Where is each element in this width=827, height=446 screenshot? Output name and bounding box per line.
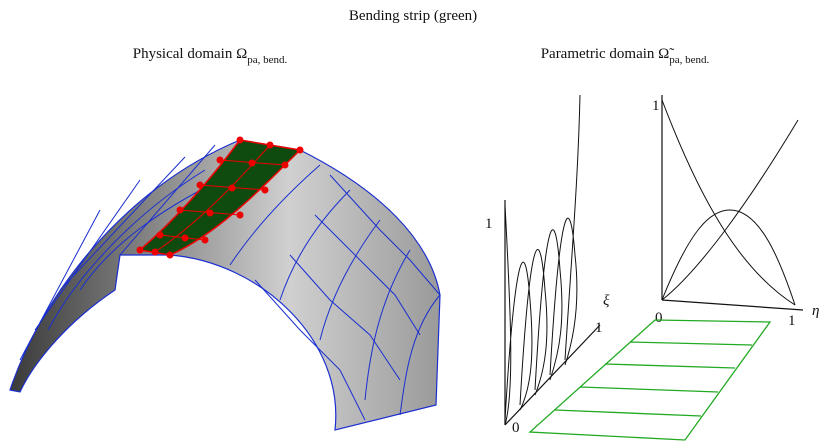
eta-plot: 1 0 1 η xyxy=(652,95,819,329)
axis-label: η xyxy=(812,303,819,319)
caption-text: Physical domain Ω xyxy=(133,46,247,62)
parametric-caption: Parametric domain Ω̃pa, bend. xyxy=(541,46,710,66)
tick-label: 0 xyxy=(512,420,520,436)
figure: Bending strip (green) Physical domain Ωp… xyxy=(0,0,827,446)
tick-label: 1 xyxy=(485,216,493,232)
figure-title: Bending strip (green) xyxy=(349,8,477,24)
caption-subscript: pa, bend. xyxy=(247,54,287,66)
tick-label: 1 xyxy=(788,313,796,329)
caption-subscript: pa, bend. xyxy=(669,54,709,66)
tick-label: 1 xyxy=(652,98,660,114)
caption-text: Parametric domain Ω̃ xyxy=(541,46,675,62)
axis-label: ξ xyxy=(603,293,610,309)
physical-caption: Physical domain Ωpa, bend. xyxy=(133,46,288,66)
tick-label: 1 xyxy=(595,320,603,336)
tick-label: 0 xyxy=(655,310,663,326)
xi-plot: 1 0 ξ 1 xyxy=(485,95,610,436)
